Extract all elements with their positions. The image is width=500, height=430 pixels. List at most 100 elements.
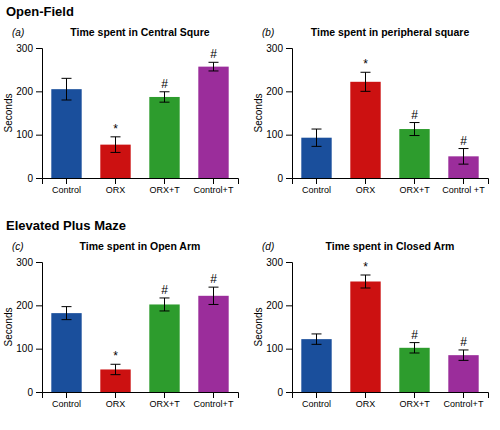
x-axis: ControlORXORX+TControl+T (43, 392, 239, 409)
tick-mark (36, 392, 42, 393)
error-bar-stem (463, 350, 464, 360)
panel: *##0100200300ControlORXORX+TControl+TSec… (3, 43, 239, 196)
tick-label: Control +T (442, 185, 485, 195)
tick: Control (52, 392, 81, 409)
tick: Control (302, 178, 331, 195)
error-bar-cap (410, 342, 420, 343)
tick: 300 (266, 257, 292, 268)
plot-area (51, 287, 228, 392)
tick-mark (286, 262, 292, 263)
tick: ORX+T (399, 392, 430, 409)
tick: 0 (27, 387, 42, 398)
error-bar-cap (312, 146, 322, 147)
error-bar (209, 287, 219, 304)
tick-mark (213, 392, 214, 398)
error-bar-cap (111, 374, 121, 375)
error-bar-stem (365, 275, 366, 288)
tick-label: Control (302, 185, 331, 195)
tick: 100 (16, 343, 42, 354)
tick: 300 (266, 43, 292, 54)
axis-line (43, 393, 239, 399)
error-bar-cap (62, 100, 72, 101)
tick: ORX+T (149, 178, 180, 195)
axis-line (36, 263, 43, 393)
error-bar-cap (312, 344, 322, 345)
error-bar-cap (209, 62, 219, 63)
tick-label: ORX (356, 185, 376, 195)
error-bar (62, 78, 72, 100)
error-bar-cap (62, 306, 72, 307)
error-bar-cap (62, 78, 72, 79)
significance-marker: # (210, 47, 217, 61)
tick: 100 (266, 343, 292, 354)
tick-mark (213, 178, 214, 184)
significance-marker: # (210, 272, 217, 286)
bar (51, 89, 81, 178)
error-bar-stem (365, 72, 366, 91)
significance-marker: # (460, 335, 467, 349)
tick: 200 (16, 86, 42, 97)
tick: 0 (277, 387, 292, 398)
tick: 200 (266, 86, 292, 97)
error-bar (459, 149, 469, 165)
tick-label: 300 (266, 257, 283, 268)
panel: *##0100200300ControlORXORX+TControl +TSe… (253, 43, 489, 196)
error-bar (62, 307, 72, 320)
panel-label: (a) (12, 27, 24, 38)
axis-title: Seconds (253, 94, 264, 133)
tick-label: 100 (16, 343, 33, 354)
tick-mark (66, 178, 67, 184)
tick: ORX (356, 392, 376, 409)
tick-label: ORX+T (149, 399, 180, 409)
bar (198, 296, 228, 392)
significance-marker: # (460, 134, 467, 148)
error-bar-cap (111, 152, 121, 153)
tick-mark (164, 392, 165, 398)
chart-title: Time spent in Open Arm (80, 240, 201, 252)
error-bar-cap (410, 353, 420, 354)
tick-label: Control (302, 399, 331, 409)
error-bar-cap (410, 135, 420, 136)
axis-line (293, 179, 489, 185)
error-bar (111, 137, 121, 153)
tick: Control (302, 392, 331, 409)
error-bar (361, 72, 371, 91)
tick-label: Control+T (444, 399, 484, 409)
tick: 300 (16, 43, 42, 54)
bar (399, 348, 429, 392)
axis-line (293, 393, 489, 399)
error-bar (160, 298, 170, 311)
chart-title: Time spent in peripheral square (311, 26, 470, 38)
error-bar-stem (463, 149, 464, 165)
tick-mark (316, 392, 317, 398)
tick: ORX (106, 392, 126, 409)
tick: 200 (266, 300, 292, 311)
panel-label: (b) (262, 27, 274, 38)
tick: Control +T (442, 178, 485, 195)
tick-label: 200 (266, 86, 283, 97)
error-bar-cap (209, 287, 219, 288)
significance-marker: * (363, 260, 368, 274)
significance-marker: * (113, 349, 118, 363)
error-bar (410, 123, 420, 136)
axis-line (286, 49, 293, 179)
error-bar (312, 334, 322, 344)
error-bar-cap (361, 275, 371, 276)
tick-mark (36, 91, 42, 92)
panel-label: (d) (262, 241, 274, 252)
error-bar-cap (160, 91, 170, 92)
error-bar-cap (459, 148, 469, 149)
tick-label: 300 (266, 43, 283, 54)
panel: *##0100200300ControlORXORX+TControl+TSec… (3, 257, 239, 410)
error-bar-stem (66, 78, 67, 100)
tick: 0 (277, 173, 292, 184)
tick-label: ORX+T (399, 399, 430, 409)
tick: 300 (16, 257, 42, 268)
chart-title: Time spent in Closed Arm (326, 240, 455, 252)
tick-mark (286, 349, 292, 350)
tick-mark (286, 135, 292, 136)
tick-label: ORX+T (399, 185, 430, 195)
tick-mark (115, 178, 116, 184)
error-bar-cap (62, 319, 72, 320)
tick-label: 300 (16, 43, 33, 54)
